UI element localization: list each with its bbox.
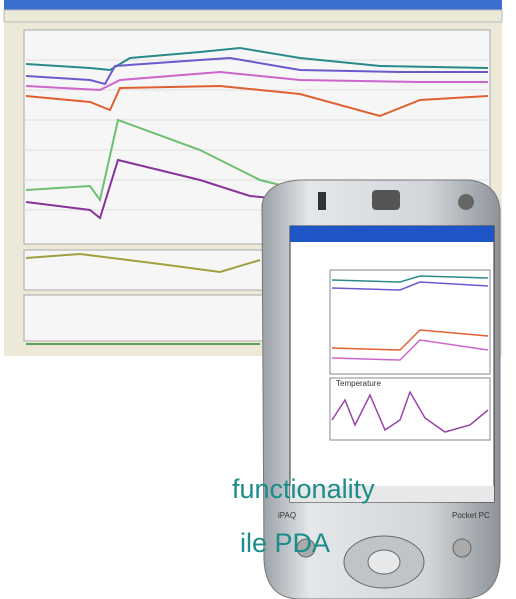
trace [331,390,489,433]
pda-chart-label: Temperature [336,379,381,388]
caption-line: ile PDA [240,528,330,558]
caption-line: functionality [232,474,375,504]
trace [25,46,489,72]
pda-button [296,538,316,558]
trace [331,281,489,291]
toolbar [3,9,503,23]
pda-title-bar [290,226,494,242]
traces [25,46,489,345]
trace [25,252,261,274]
trace [331,329,489,351]
pda-traces [331,275,489,433]
pda-platform: Pocket PC [452,511,490,520]
nav-center [367,549,401,575]
trace [331,275,489,283]
pda-button [458,194,474,210]
pda-button [452,538,472,558]
pda-button [318,192,326,210]
hp-logo [372,190,400,210]
title-bar [4,0,502,10]
pda: Temperature iPAQ Pocket PC [261,179,501,599]
pda-menu-bar [290,486,494,502]
trace [25,158,291,220]
pda-plot [329,377,491,441]
trace [25,56,488,86]
pda-plot [329,269,491,375]
trace [25,70,488,92]
trace [331,339,489,361]
pda-brand: iPAQ [278,511,296,520]
trace [25,118,301,203]
trace [25,84,489,118]
